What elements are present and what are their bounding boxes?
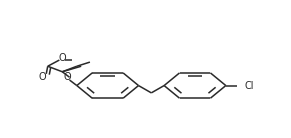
Text: O: O <box>63 72 71 82</box>
Text: O: O <box>58 53 66 63</box>
Text: Cl: Cl <box>245 81 254 91</box>
Text: O: O <box>39 72 47 82</box>
